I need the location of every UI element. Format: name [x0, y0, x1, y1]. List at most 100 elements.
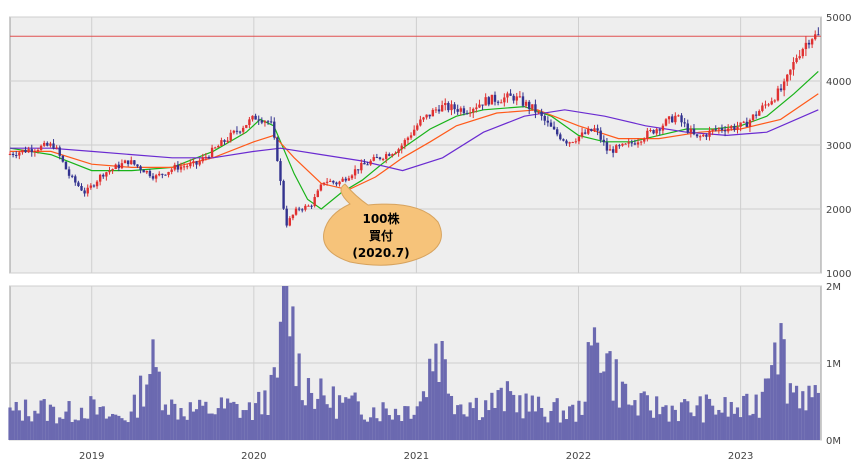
candle-body [521, 96, 525, 106]
volume-bar [316, 398, 320, 440]
volume-bar [782, 339, 786, 440]
volume-bar [434, 343, 438, 440]
candle-body [717, 128, 721, 130]
candle-body [266, 121, 270, 123]
candle-body [192, 161, 195, 164]
candle-body [372, 157, 375, 161]
volume-bar [325, 404, 329, 440]
volume-bar [120, 418, 124, 440]
volume-bar [176, 419, 180, 440]
volume-bar [157, 371, 161, 440]
candle-body [633, 143, 637, 145]
candle-body [652, 130, 655, 134]
candle-body [21, 149, 24, 153]
volume-bar [524, 393, 528, 440]
volume-bar [142, 406, 146, 440]
volume-bar [263, 390, 267, 440]
volume-bar [303, 405, 307, 440]
volume-bar [341, 402, 345, 440]
volume-bar [409, 418, 413, 440]
volume-bar [229, 402, 233, 440]
candle-body [512, 95, 515, 101]
volume-tick-label: 0M [826, 436, 841, 447]
candle-body [210, 147, 214, 158]
candle-body [422, 117, 425, 120]
volume-bar [198, 399, 202, 440]
candle-body [24, 149, 27, 153]
candle-body [400, 145, 403, 150]
candle-body [456, 109, 459, 112]
candle-body [366, 164, 369, 166]
candle-body [419, 119, 422, 126]
volume-bar [595, 342, 600, 440]
candle-body [680, 115, 683, 123]
candle-body [574, 141, 578, 143]
candle-body [18, 152, 21, 156]
volume-bar [39, 400, 43, 440]
y-tick-label: 2000 [826, 205, 851, 216]
candle-body [198, 161, 201, 165]
volume-bar [527, 411, 531, 440]
volume-bar [309, 392, 314, 440]
candle-body [428, 114, 431, 117]
candle-body [565, 140, 568, 144]
volume-bar [754, 394, 758, 440]
candle-body [596, 128, 599, 131]
volume-bar [213, 414, 217, 440]
volume-bar [773, 342, 777, 440]
candle-body [86, 187, 89, 194]
candle-body [646, 130, 649, 139]
volume-bar [574, 421, 578, 440]
candle-body [294, 208, 298, 215]
candle-body [46, 142, 49, 146]
volume-bar [381, 402, 385, 440]
volume-bar [648, 410, 653, 440]
candle-body [630, 142, 633, 144]
volume-bar [477, 420, 482, 440]
volume-bar [673, 409, 677, 440]
candle-body [484, 97, 487, 106]
volume-bar [627, 404, 631, 440]
volume-bar [306, 378, 311, 440]
volume-bar [166, 414, 171, 440]
volume-bar [711, 405, 715, 440]
candle-body [590, 128, 593, 131]
volume-bar [182, 416, 186, 440]
volume-bar [658, 414, 662, 440]
candle-body [447, 102, 450, 111]
volume-bar [428, 358, 432, 440]
candle-body [207, 156, 211, 158]
volume-tick-label: 2M [826, 282, 841, 293]
volume-bar [449, 395, 454, 440]
volume-bar [257, 391, 261, 440]
volume-bar [334, 418, 339, 440]
volume-bar [98, 407, 102, 440]
volume-bar [20, 420, 25, 440]
candle-body [276, 137, 279, 162]
volume-bar [468, 402, 472, 440]
candle-body [391, 154, 394, 156]
callout-bubble [323, 183, 442, 266]
volume-bar [337, 395, 342, 440]
candle-body [282, 180, 285, 209]
candle-body [133, 160, 136, 165]
volume-series [8, 286, 820, 440]
volume-bar [397, 415, 401, 440]
volume-bar [369, 417, 373, 440]
long-moving-average-line [10, 109, 819, 172]
volume-bar [452, 414, 457, 440]
volume-bar [322, 395, 326, 440]
candle-body [223, 140, 226, 142]
volume-bar [297, 353, 301, 440]
volume-bar [76, 420, 80, 440]
volume-bar [123, 420, 127, 440]
volume-bar [751, 413, 755, 440]
candle-body [254, 115, 257, 120]
candle-body [33, 150, 37, 153]
candle-body [782, 81, 786, 91]
candle-body [792, 62, 795, 70]
volume-bar [586, 342, 590, 440]
candle-body [111, 169, 114, 171]
candle-body [95, 181, 99, 187]
volume-bar [210, 413, 214, 440]
